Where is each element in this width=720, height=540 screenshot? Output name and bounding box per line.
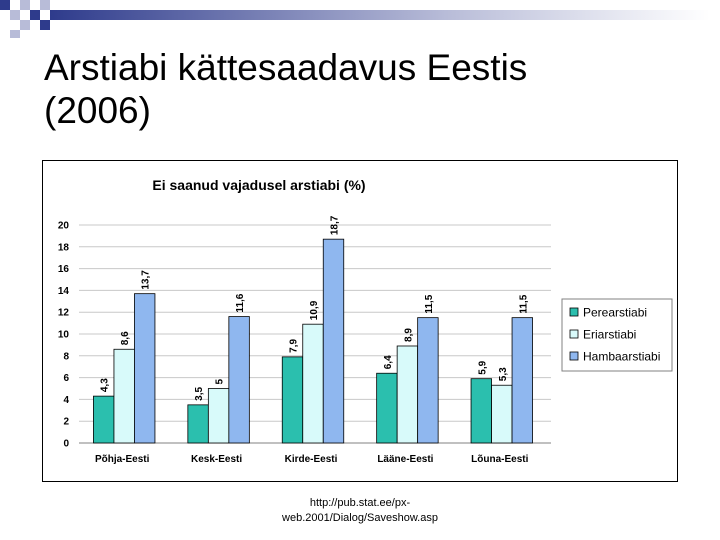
legend-box bbox=[561, 298, 673, 372]
legend-swatch bbox=[569, 329, 579, 339]
y-tick-label: 20 bbox=[58, 221, 70, 232]
chart-title: Ei saanud vajadusel arstiabi (%) bbox=[152, 177, 365, 193]
data-label: 18,7 bbox=[330, 215, 341, 235]
data-label: 4,3 bbox=[100, 378, 111, 392]
deco-square-8 bbox=[10, 30, 20, 38]
bar bbox=[93, 395, 115, 444]
data-label: 11,6 bbox=[235, 293, 246, 312]
deco-bar bbox=[50, 10, 710, 20]
y-tick-label: 8 bbox=[63, 351, 69, 362]
deco-square-4 bbox=[20, 20, 30, 30]
y-tick-label: 14 bbox=[58, 286, 70, 297]
x-tick-label: Põhja-Eesti bbox=[95, 454, 150, 465]
bar bbox=[281, 356, 304, 444]
legend-label: Eriarstiabi bbox=[583, 328, 636, 342]
chart-frame: Ei saanud vajadusel arstiabi (%) 0 2 4 6 8 10 1… bbox=[42, 160, 678, 482]
bar bbox=[113, 348, 135, 444]
deco-square-5 bbox=[30, 10, 40, 20]
deco-square-7 bbox=[40, 20, 50, 30]
y-tick-label: 10 bbox=[58, 330, 70, 341]
y-tick-label: 0 bbox=[63, 439, 69, 450]
data-label: 10,9 bbox=[309, 300, 320, 320]
data-label: 3,5 bbox=[194, 387, 205, 401]
data-label: 5,9 bbox=[477, 360, 488, 374]
slide-title-line-1: Arstiabi kättesaadavus Eestis bbox=[44, 47, 528, 88]
bar bbox=[491, 384, 513, 444]
x-tick-label: Kirde-Eesti bbox=[285, 454, 338, 465]
bar-chart: Ei saanud vajadusel arstiabi (%) 0 2 4 6 8 10 1… bbox=[58, 177, 673, 465]
data-label: 11,5 bbox=[424, 294, 435, 313]
slide-title: Arstiabi kättesaadavus Eestis (2006) bbox=[44, 46, 644, 132]
deco-square-2 bbox=[10, 10, 20, 20]
legend-label: Hambaarstiabi bbox=[583, 350, 660, 364]
legend-label: Perearstiabi bbox=[583, 306, 647, 320]
deco-square-1 bbox=[0, 0, 10, 10]
bar bbox=[134, 293, 156, 444]
bar bbox=[207, 388, 230, 444]
source-line-1: http://pub.stat.ee/px- bbox=[309, 497, 411, 509]
source-note: http://pub.stat.ee/px- web.2001/Dialog/S… bbox=[230, 496, 490, 526]
bar bbox=[376, 372, 398, 444]
data-label: 8,9 bbox=[403, 328, 414, 342]
legend-swatch bbox=[569, 351, 579, 361]
data-label: 11,5 bbox=[518, 294, 529, 313]
legend-swatch bbox=[569, 307, 579, 317]
bar bbox=[511, 317, 533, 444]
slide-title-line-2: (2006) bbox=[44, 90, 151, 131]
bar bbox=[470, 378, 492, 444]
data-label: 5,3 bbox=[498, 367, 509, 381]
data-label: 7,9 bbox=[289, 339, 300, 353]
x-tick-label: Lõuna-Eesti bbox=[471, 454, 528, 465]
x-tick-label: Lääne-Eesti bbox=[377, 454, 433, 465]
source-line-2: web.2001/Dialog/Saveshow.asp bbox=[282, 512, 438, 524]
y-tick-label: 18 bbox=[58, 242, 70, 253]
bar bbox=[228, 316, 250, 444]
deco-square-6 bbox=[40, 0, 50, 10]
bar bbox=[417, 317, 439, 444]
y-tick-label: 12 bbox=[58, 308, 70, 319]
corner-decoration bbox=[0, 0, 710, 38]
bar bbox=[322, 238, 345, 444]
data-label: 5 bbox=[215, 379, 226, 385]
data-label: 13,7 bbox=[141, 270, 152, 290]
bar bbox=[302, 323, 324, 444]
bar bbox=[187, 404, 209, 444]
deco-square-3 bbox=[20, 0, 30, 10]
y-tick-label: 2 bbox=[63, 417, 69, 428]
data-label: 8,6 bbox=[120, 331, 131, 345]
y-tick-label: 4 bbox=[63, 395, 69, 406]
bar bbox=[396, 345, 419, 444]
x-tick-label: Kesk-Eesti bbox=[191, 454, 242, 465]
y-tick-label: 16 bbox=[58, 264, 70, 275]
y-tick-label: 6 bbox=[63, 373, 69, 384]
data-label: 6,4 bbox=[383, 355, 394, 369]
